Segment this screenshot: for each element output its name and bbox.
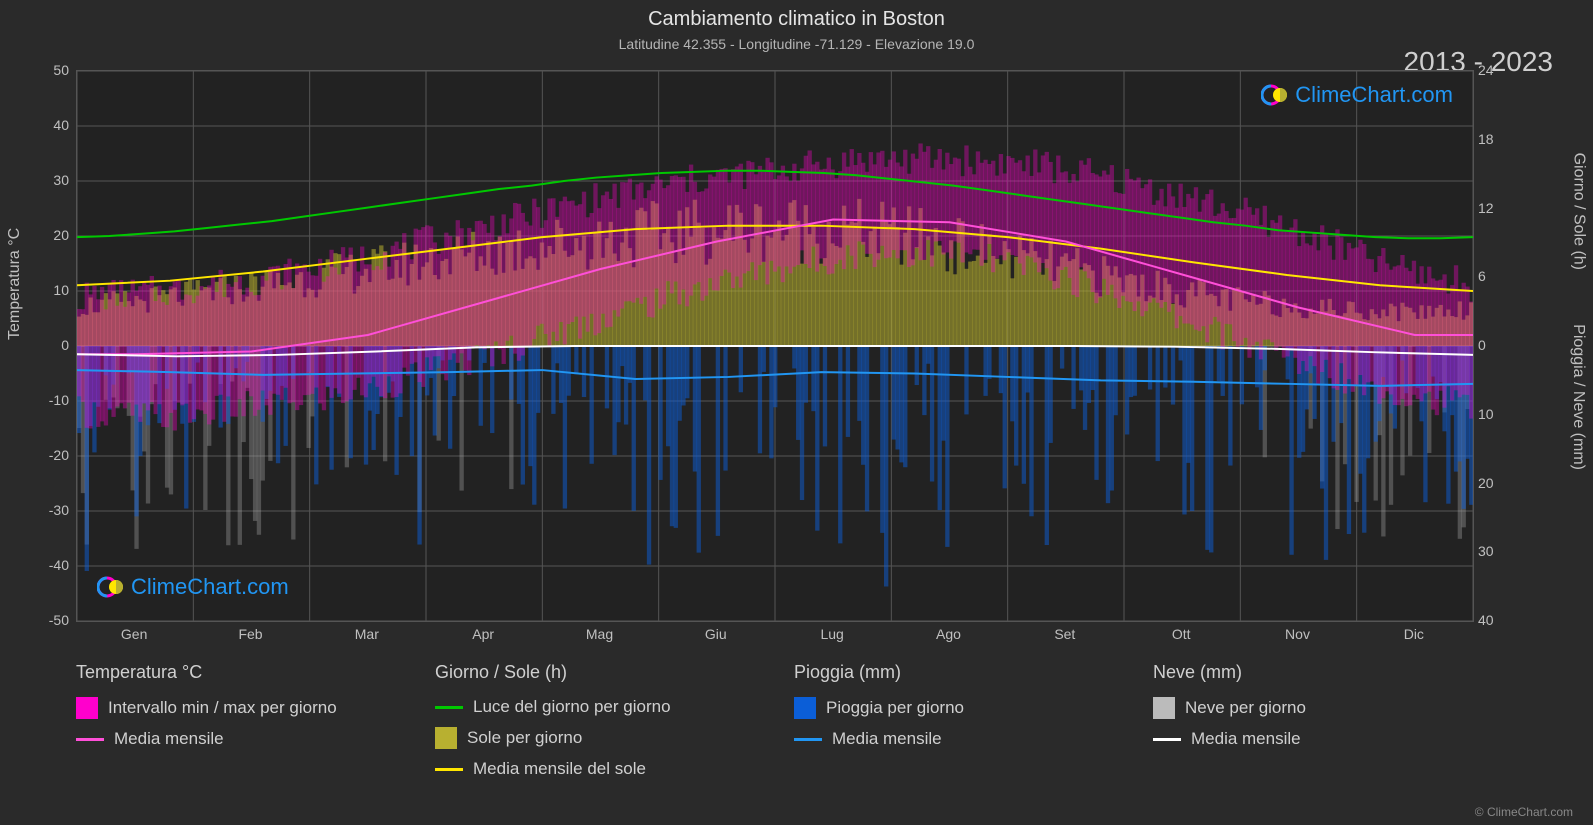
x-tick-month: Mar bbox=[337, 626, 397, 642]
x-tick-month: Mag bbox=[570, 626, 630, 642]
legend-label: Media mensile bbox=[832, 729, 942, 749]
legend-line-icon bbox=[76, 738, 104, 741]
x-tick-month: Ago bbox=[919, 626, 979, 642]
y-tick-left: -20 bbox=[19, 447, 69, 463]
legend-label: Sole per giorno bbox=[467, 728, 582, 748]
legend-swatch-icon bbox=[1153, 697, 1175, 719]
legend-item: Pioggia per giorno bbox=[794, 697, 1113, 719]
x-tick-month: Set bbox=[1035, 626, 1095, 642]
plot-svg bbox=[77, 71, 1473, 621]
legend-label: Pioggia per giorno bbox=[826, 698, 964, 718]
y-tick-right-hours: 24 bbox=[1478, 62, 1528, 78]
logo-icon bbox=[97, 573, 125, 601]
x-tick-month: Giu bbox=[686, 626, 746, 642]
legend-header: Temperatura °C bbox=[76, 662, 395, 683]
logo-icon bbox=[1261, 81, 1289, 109]
legend-header: Pioggia (mm) bbox=[794, 662, 1113, 683]
legend-column: Giorno / Sole (h) Luce del giorno per gio… bbox=[435, 662, 754, 779]
credit: © ClimeChart.com bbox=[1475, 805, 1573, 819]
x-tick-month: Nov bbox=[1268, 626, 1328, 642]
legend-line-icon bbox=[794, 738, 822, 741]
legend-label: Intervallo min / max per giorno bbox=[108, 698, 337, 718]
y-tick-right-hours: 6 bbox=[1478, 268, 1528, 284]
x-tick-month: Gen bbox=[104, 626, 164, 642]
logo-text: ClimeChart.com bbox=[131, 574, 289, 600]
plot-area: ClimeChart.com ClimeChart.com bbox=[76, 70, 1474, 622]
right-axis-label-top: Giorno / Sole (h) bbox=[1569, 153, 1587, 270]
legend-item: Media mensile bbox=[794, 729, 1113, 749]
y-tick-right-mm: 40 bbox=[1478, 612, 1528, 628]
legend-item: Sole per giorno bbox=[435, 727, 754, 749]
climate-chart: Cambiamento climatico in Boston Latitudi… bbox=[0, 0, 1593, 825]
y-tick-right-hours: 12 bbox=[1478, 200, 1528, 216]
legend-item: Luce del giorno per giorno bbox=[435, 697, 754, 717]
chart-title: Cambiamento climatico in Boston bbox=[0, 8, 1593, 31]
y-tick-right-mm: 30 bbox=[1478, 543, 1528, 559]
legend-label: Media mensile del sole bbox=[473, 759, 646, 779]
legend-label: Media mensile bbox=[114, 729, 224, 749]
y-tick-right-mm: 20 bbox=[1478, 475, 1528, 491]
legend-item: Media mensile bbox=[76, 729, 395, 749]
logo-text: ClimeChart.com bbox=[1295, 82, 1453, 108]
y-tick-left: -50 bbox=[19, 612, 69, 628]
legend-item: Neve per giorno bbox=[1153, 697, 1472, 719]
legend-column: Temperatura °C Intervallo min / max per g… bbox=[76, 662, 395, 779]
right-axis-label-bottom: Pioggia / Neve (mm) bbox=[1569, 324, 1587, 470]
y-tick-left: 20 bbox=[19, 227, 69, 243]
x-tick-month: Lug bbox=[802, 626, 862, 642]
y-tick-left: -30 bbox=[19, 502, 69, 518]
legend-label: Neve per giorno bbox=[1185, 698, 1306, 718]
y-tick-left: -40 bbox=[19, 557, 69, 573]
x-tick-month: Ott bbox=[1151, 626, 1211, 642]
y-tick-left: 40 bbox=[19, 117, 69, 133]
legend-swatch-icon bbox=[76, 697, 98, 719]
legend-item: Media mensile del sole bbox=[435, 759, 754, 779]
legend: Temperatura °C Intervallo min / max per g… bbox=[76, 662, 1472, 779]
legend-label: Media mensile bbox=[1191, 729, 1301, 749]
y-tick-left: 0 bbox=[19, 337, 69, 353]
legend-swatch-icon bbox=[435, 727, 457, 749]
legend-line-icon bbox=[435, 706, 463, 709]
legend-swatch-icon bbox=[794, 697, 816, 719]
legend-header: Neve (mm) bbox=[1153, 662, 1472, 683]
logo-top: ClimeChart.com bbox=[1261, 81, 1453, 109]
legend-column: Neve (mm) Neve per giorno Media mensile bbox=[1153, 662, 1472, 779]
legend-header: Giorno / Sole (h) bbox=[435, 662, 754, 683]
x-tick-month: Feb bbox=[221, 626, 281, 642]
y-tick-left: 30 bbox=[19, 172, 69, 188]
x-tick-month: Dic bbox=[1384, 626, 1444, 642]
y-tick-right-mm: 10 bbox=[1478, 406, 1528, 422]
legend-line-icon bbox=[435, 768, 463, 771]
y-tick-left: 50 bbox=[19, 62, 69, 78]
y-tick-left: -10 bbox=[19, 392, 69, 408]
legend-column: Pioggia (mm) Pioggia per giorno Media mens… bbox=[794, 662, 1113, 779]
y-tick-right-hours: 0 bbox=[1478, 337, 1528, 353]
chart-subtitle: Latitudine 42.355 - Longitudine -71.129 … bbox=[0, 36, 1593, 52]
logo-bottom: ClimeChart.com bbox=[97, 573, 289, 601]
legend-label: Luce del giorno per giorno bbox=[473, 697, 671, 717]
y-tick-left: 10 bbox=[19, 282, 69, 298]
y-tick-right-hours: 18 bbox=[1478, 131, 1528, 147]
legend-item: Intervallo min / max per giorno bbox=[76, 697, 395, 719]
x-tick-month: Apr bbox=[453, 626, 513, 642]
legend-line-icon bbox=[1153, 738, 1181, 741]
legend-item: Media mensile bbox=[1153, 729, 1472, 749]
